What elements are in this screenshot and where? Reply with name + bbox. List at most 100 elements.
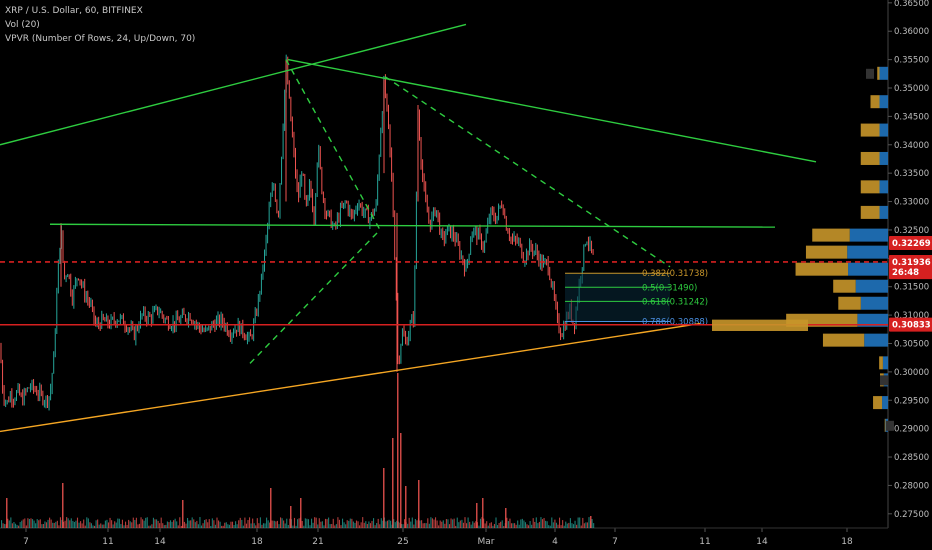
volume-bar bbox=[462, 522, 464, 528]
volume-bar bbox=[537, 523, 539, 528]
vpvr-up-bar bbox=[879, 123, 888, 137]
volume-bar bbox=[11, 523, 13, 528]
volume-bar bbox=[487, 525, 489, 528]
vpvr-up-bar bbox=[879, 95, 888, 109]
volume-bar bbox=[207, 522, 209, 528]
volume-bar bbox=[287, 525, 289, 528]
volume-bar bbox=[456, 517, 458, 528]
volume-spike bbox=[505, 508, 507, 528]
trend-line-dashed-2[interactable] bbox=[249, 229, 381, 364]
volume-bar bbox=[332, 518, 334, 528]
trend-line-descending-green[interactable] bbox=[287, 58, 817, 163]
volume-bar bbox=[345, 524, 347, 528]
volume-bar bbox=[129, 521, 131, 528]
volume-bar bbox=[179, 517, 181, 528]
volume-bar bbox=[447, 519, 449, 528]
volume-bar bbox=[244, 517, 246, 528]
trend-line-upper-green[interactable] bbox=[0, 23, 467, 146]
volume-bar bbox=[445, 519, 447, 528]
vpvr-up-bar bbox=[848, 262, 888, 276]
volume-bar bbox=[104, 520, 106, 528]
volume-bar bbox=[148, 525, 150, 528]
volume-bar bbox=[365, 521, 367, 528]
volume-bar bbox=[163, 525, 165, 528]
volume-bar bbox=[559, 517, 561, 528]
volume-bar bbox=[320, 521, 322, 528]
trend-line-dashed-3[interactable] bbox=[384, 76, 671, 268]
volume-bar bbox=[368, 521, 370, 528]
volume-bar bbox=[328, 517, 330, 528]
volume-bar bbox=[535, 517, 537, 528]
volume-bar bbox=[176, 521, 178, 528]
volume-bar bbox=[318, 518, 320, 528]
trend-line-horizontal-green[interactable] bbox=[49, 223, 776, 228]
vpvr-legend[interactable]: VPVR (Number Of Rows, 24, Up/Down, 70) bbox=[5, 34, 196, 44]
volume-bar bbox=[259, 517, 261, 528]
volume-bar bbox=[295, 525, 297, 528]
vpvr-up-bar bbox=[847, 245, 888, 259]
price-axis-label: 0.32269 bbox=[892, 239, 931, 249]
volume-bar bbox=[204, 520, 206, 528]
volume-bar bbox=[27, 518, 29, 528]
volume-bar bbox=[312, 522, 314, 528]
volume-bar bbox=[351, 518, 353, 528]
volume-bar bbox=[75, 520, 77, 528]
volume-bar bbox=[109, 517, 111, 528]
volume-bar bbox=[467, 517, 469, 528]
volume-bar bbox=[280, 517, 282, 528]
volume-bar bbox=[188, 520, 190, 528]
volume-bar bbox=[528, 525, 530, 528]
volume-bar bbox=[78, 522, 80, 528]
volume-bar bbox=[90, 523, 92, 528]
volume-bar bbox=[424, 523, 426, 528]
volume-bar bbox=[349, 518, 351, 528]
volume-spike bbox=[476, 503, 478, 528]
volume-bar bbox=[8, 520, 10, 528]
volume-bar bbox=[233, 525, 235, 528]
volume-legend[interactable]: Vol (20) bbox=[5, 20, 40, 30]
volume-bar bbox=[166, 521, 168, 528]
volume-bar bbox=[549, 525, 551, 528]
vpvr-up-bar bbox=[879, 205, 888, 219]
volume-bar bbox=[227, 524, 229, 528]
y-tick-label: 0.32500 bbox=[894, 226, 929, 236]
volume-bar bbox=[323, 525, 325, 528]
price-axis-label-box bbox=[889, 236, 932, 251]
trend-line-orange-support[interactable] bbox=[0, 322, 701, 433]
volume-bar bbox=[359, 525, 361, 528]
volume-bar bbox=[236, 524, 238, 528]
volume-bar bbox=[307, 519, 309, 528]
volume-bar bbox=[50, 519, 52, 528]
volume-bar bbox=[72, 520, 74, 528]
volume-bar bbox=[94, 525, 96, 528]
volume-bar bbox=[59, 517, 61, 528]
volume-bar bbox=[145, 517, 147, 528]
vpvr-up-bar bbox=[857, 313, 888, 327]
volume-spike bbox=[383, 468, 385, 528]
volume-bar bbox=[41, 524, 43, 528]
volume-bar bbox=[331, 524, 333, 528]
volume-bar bbox=[114, 521, 116, 528]
volume-bar bbox=[588, 517, 590, 528]
volume-bar bbox=[125, 521, 127, 528]
fib-zone bbox=[565, 273, 670, 322]
volume-bar bbox=[252, 518, 254, 528]
volume-bar bbox=[56, 520, 58, 528]
symbol-legend[interactable]: XRP / U.S. Dollar, 60, BITFINEX bbox=[5, 6, 143, 16]
volume-bar bbox=[571, 523, 573, 528]
volume-bar bbox=[30, 518, 32, 528]
x-tick-label: 4 bbox=[552, 537, 558, 547]
volume-spike bbox=[300, 498, 302, 528]
price-axis-label-box bbox=[889, 265, 932, 280]
volume-bar bbox=[531, 524, 533, 528]
volume-bar bbox=[33, 520, 35, 528]
volume-bar bbox=[473, 522, 475, 528]
volume-bar bbox=[7, 518, 9, 528]
volume-spike bbox=[270, 488, 272, 528]
vpvr-up-bar bbox=[882, 356, 888, 370]
volume-bar bbox=[335, 524, 337, 528]
volume-bar bbox=[324, 518, 327, 528]
volume-spike bbox=[290, 506, 292, 528]
